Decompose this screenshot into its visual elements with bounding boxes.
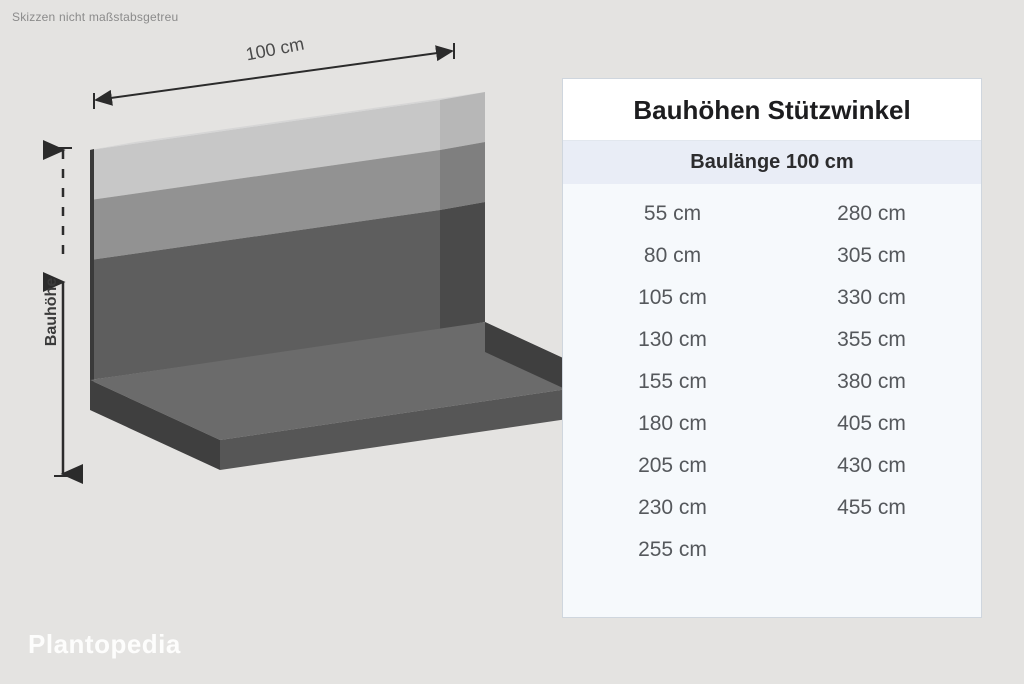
- dimension-left-label: Bauhöhe: [43, 278, 61, 346]
- table-cell: 405 cm: [837, 412, 906, 436]
- heights-table: Bauhöhen Stützwinkel Baulänge 100 cm 55 …: [562, 78, 982, 618]
- table-cell: 180 cm: [638, 412, 707, 436]
- table-cell: 430 cm: [837, 454, 906, 478]
- l-bracket-shape: [90, 90, 520, 510]
- table-cell: 255 cm: [638, 538, 707, 562]
- table-cell: 230 cm: [638, 496, 707, 520]
- table-cell: 280 cm: [837, 202, 906, 226]
- table-cell: 380 cm: [837, 370, 906, 394]
- brand-watermark: Plantopedia: [28, 629, 181, 660]
- table-cell: 305 cm: [837, 244, 906, 268]
- table-cell: 205 cm: [638, 454, 707, 478]
- table-cell: 155 cm: [638, 370, 707, 394]
- table-subhead: Baulänge 100 cm: [563, 141, 981, 184]
- table-cell: 130 cm: [638, 328, 707, 352]
- l-profile-diagram: 100 cm Bauhöh: [0, 0, 540, 684]
- table-title: Bauhöhen Stützwinkel: [563, 79, 981, 141]
- table-cell: 355 cm: [837, 328, 906, 352]
- table-col-2: 280 cm 305 cm 330 cm 355 cm 380 cm 405 cm 430 …: [772, 202, 971, 562]
- table-cell: 105 cm: [638, 286, 707, 310]
- table-cell: 455 cm: [837, 496, 906, 520]
- table-cell: 80 cm: [644, 244, 701, 268]
- dimension-left: Bauhöhe: [48, 142, 78, 482]
- table-cell: 330 cm: [837, 286, 906, 310]
- table-col-1: 55 cm 80 cm 105 cm 130 cm 155 cm 180 cm 205 cm…: [573, 202, 772, 562]
- table-cell: 55 cm: [644, 202, 701, 226]
